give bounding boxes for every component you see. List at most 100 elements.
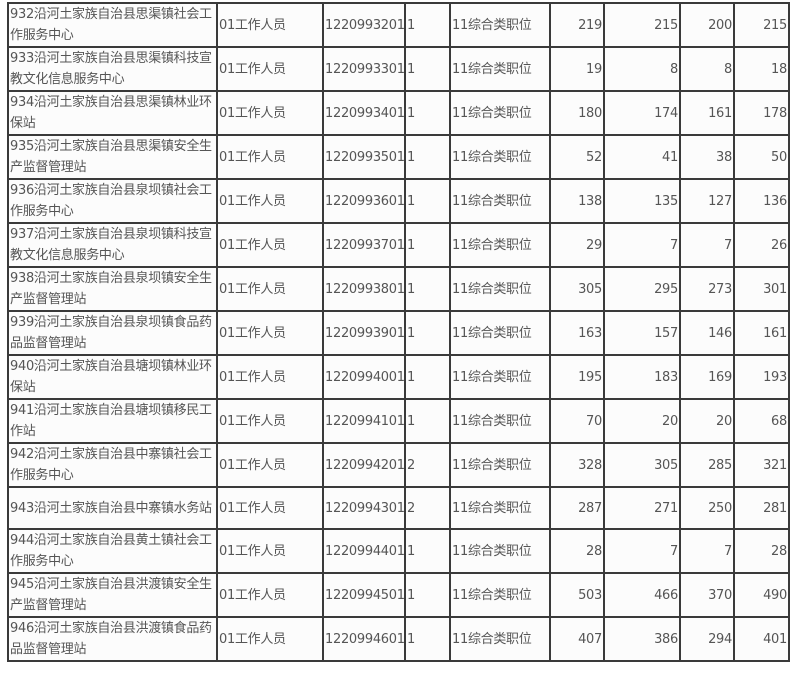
table-row: 938沿河土家族自治县泉坝镇安全生产监督管理站 01工作人员 1220993801 1…: [7, 266, 790, 312]
unit-name-cell: 946沿河土家族自治县洪渡镇食品药品监督管理站: [7, 616, 218, 662]
position-code-cell: 1220993301: [322, 46, 406, 92]
table-row: 940沿河土家族自治县塘坝镇林业环保站 01工作人员 1220994001 1 11综合…: [7, 354, 790, 400]
position-code-cell: 1220994501: [322, 572, 406, 618]
count-1-cell: 305: [549, 266, 605, 312]
unit-name-cell: 933沿河土家族自治县思渠镇科技宣教文化信息服务中心: [7, 46, 218, 92]
position-cell: 01工作人员: [216, 398, 324, 444]
position-code-cell: 1220993901: [322, 310, 406, 356]
position-cell: 01工作人员: [216, 178, 324, 224]
count-1-cell: 219: [549, 2, 605, 48]
count-1-cell: 28: [549, 528, 605, 574]
position-cell: 01工作人员: [216, 572, 324, 618]
unit-name-cell: 934沿河土家族自治县思渠镇林业环保站: [7, 90, 218, 136]
position-cell: 01工作人员: [216, 90, 324, 136]
table-row: 945沿河土家族自治县洪渡镇安全生产监督管理站 01工作人员 1220994501 1…: [7, 572, 790, 618]
position-code-cell: 1220994101: [322, 398, 406, 444]
count-2-cell: 41: [603, 134, 681, 180]
count-3-cell: 7: [679, 222, 735, 268]
count-2-cell: 466: [603, 572, 681, 618]
hire-count-cell: 1: [404, 354, 451, 400]
hire-count-cell: 1: [404, 310, 451, 356]
count-4-cell: 301: [733, 266, 790, 312]
count-1-cell: 70: [549, 398, 605, 444]
table-row: 941沿河土家族自治县塘坝镇移民工作站 01工作人员 1220994101 1 11综合…: [7, 398, 790, 444]
count-1-cell: 328: [549, 442, 605, 488]
count-4-cell: 178: [733, 90, 790, 136]
position-code-cell: 1220993701: [322, 222, 406, 268]
position-cell: 01工作人员: [216, 354, 324, 400]
position-code-cell: 1220993801: [322, 266, 406, 312]
hire-count-cell: 1: [404, 266, 451, 312]
category-cell: 11综合类职位: [449, 528, 551, 574]
hire-count-cell: 1: [404, 2, 451, 48]
count-4-cell: 161: [733, 310, 790, 356]
category-cell: 11综合类职位: [449, 134, 551, 180]
unit-name-cell: 940沿河土家族自治县塘坝镇林业环保站: [7, 354, 218, 400]
count-4-cell: 50: [733, 134, 790, 180]
count-3-cell: 161: [679, 90, 735, 136]
count-3-cell: 169: [679, 354, 735, 400]
unit-name-cell: 941沿河土家族自治县塘坝镇移民工作站: [7, 398, 218, 444]
count-2-cell: 174: [603, 90, 681, 136]
position-code-cell: 1220993401: [322, 90, 406, 136]
count-3-cell: 200: [679, 2, 735, 48]
unit-name-cell: 939沿河土家族自治县泉坝镇食品药品监督管理站: [7, 310, 218, 356]
count-1-cell: 19: [549, 46, 605, 92]
hire-count-cell: 1: [404, 46, 451, 92]
count-1-cell: 52: [549, 134, 605, 180]
position-code-cell: 1220993501: [322, 134, 406, 180]
count-4-cell: 281: [733, 486, 790, 530]
position-code-cell: 1220993601: [322, 178, 406, 224]
count-1-cell: 163: [549, 310, 605, 356]
category-cell: 11综合类职位: [449, 266, 551, 312]
category-cell: 11综合类职位: [449, 616, 551, 662]
count-2-cell: 215: [603, 2, 681, 48]
category-cell: 11综合类职位: [449, 222, 551, 268]
hire-count-cell: 1: [404, 134, 451, 180]
hire-count-cell: 1: [404, 572, 451, 618]
count-2-cell: 8: [603, 46, 681, 92]
count-4-cell: 136: [733, 178, 790, 224]
hire-count-cell: 2: [404, 442, 451, 488]
category-cell: 11综合类职位: [449, 2, 551, 48]
category-cell: 11综合类职位: [449, 46, 551, 92]
hire-count-cell: 1: [404, 528, 451, 574]
table-row: 942沿河土家族自治县中寨镇社会工作服务中心 01工作人员 1220994201 2 1…: [7, 442, 790, 488]
position-cell: 01工作人员: [216, 266, 324, 312]
position-code-cell: 1220993201: [322, 2, 406, 48]
count-4-cell: 18: [733, 46, 790, 92]
count-4-cell: 193: [733, 354, 790, 400]
count-2-cell: 305: [603, 442, 681, 488]
count-1-cell: 180: [549, 90, 605, 136]
table-row: 946沿河土家族自治县洪渡镇食品药品监督管理站 01工作人员 1220994601 1…: [7, 616, 790, 662]
count-2-cell: 183: [603, 354, 681, 400]
unit-name-cell: 932沿河土家族自治县思渠镇社会工作服务中心: [7, 2, 218, 48]
position-cell: 01工作人员: [216, 2, 324, 48]
count-2-cell: 271: [603, 486, 681, 530]
count-2-cell: 157: [603, 310, 681, 356]
position-cell: 01工作人员: [216, 134, 324, 180]
count-3-cell: 273: [679, 266, 735, 312]
position-code-cell: 1220994401: [322, 528, 406, 574]
unit-name-cell: 936沿河土家族自治县泉坝镇社会工作服务中心: [7, 178, 218, 224]
unit-name-cell: 945沿河土家族自治县洪渡镇安全生产监督管理站: [7, 572, 218, 618]
hire-count-cell: 1: [404, 222, 451, 268]
table-row: 936沿河土家族自治县泉坝镇社会工作服务中心 01工作人员 1220993601 1 1…: [7, 178, 790, 224]
hire-count-cell: 1: [404, 90, 451, 136]
count-1-cell: 195: [549, 354, 605, 400]
count-3-cell: 20: [679, 398, 735, 444]
count-1-cell: 407: [549, 616, 605, 662]
count-4-cell: 68: [733, 398, 790, 444]
count-3-cell: 370: [679, 572, 735, 618]
table-body: 932沿河土家族自治县思渠镇社会工作服务中心 01工作人员 1220993201 1 1…: [7, 2, 790, 662]
count-2-cell: 295: [603, 266, 681, 312]
count-4-cell: 490: [733, 572, 790, 618]
count-3-cell: 127: [679, 178, 735, 224]
count-2-cell: 7: [603, 528, 681, 574]
hire-count-cell: 1: [404, 616, 451, 662]
hire-count-cell: 1: [404, 398, 451, 444]
count-1-cell: 29: [549, 222, 605, 268]
position-cell: 01工作人员: [216, 616, 324, 662]
position-cell: 01工作人员: [216, 222, 324, 268]
table-row: 933沿河土家族自治县思渠镇科技宣教文化信息服务中心 01工作人员 12209933…: [7, 46, 790, 92]
